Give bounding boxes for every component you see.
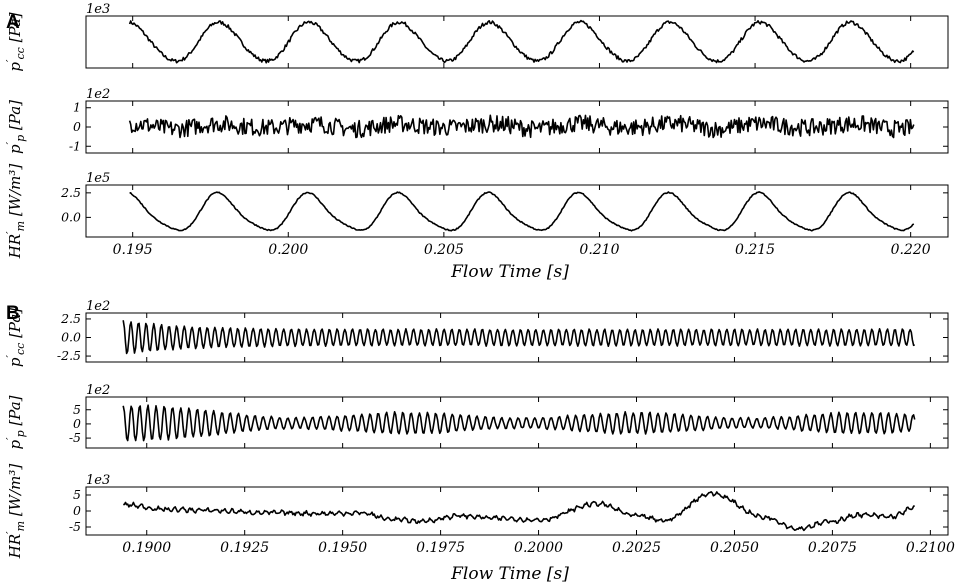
- x-tick-label: 0.210: [579, 242, 619, 258]
- axis-exponent-label: 1e2: [86, 383, 110, 398]
- y-tick-label: -5: [69, 519, 81, 534]
- subplot-4: 2.5 0.0 -2.5 1e2 p′cc [Pa]: [4, 299, 949, 367]
- plot-frame: [85, 15, 949, 69]
- x-tick-label: 0.1975: [416, 540, 465, 556]
- y-tick-label: 0.0: [61, 209, 81, 224]
- y-axis-label: p′cc [Pa]: [4, 12, 27, 71]
- x-tick-label: 0.2075: [808, 540, 857, 556]
- x-tick-label: 0.200: [268, 242, 308, 258]
- axis-exponent-label: 1e2: [86, 87, 110, 102]
- y-tick-label: 1: [73, 100, 81, 115]
- data-series-line: [123, 491, 915, 532]
- y-tick-label: 0: [73, 119, 81, 134]
- y-axis-label: p′p [Pa]: [4, 395, 27, 449]
- plot-frame: [85, 486, 949, 536]
- x-tick-label: 0.2050: [710, 540, 759, 556]
- x-tick-label: 0.215: [735, 242, 775, 258]
- data-series-line: [128, 114, 915, 139]
- x-tick-label: 0.2100: [906, 540, 955, 556]
- x-tick-label: 0.1900: [122, 540, 171, 556]
- panel-label-b: B: [6, 303, 20, 324]
- axis-exponent-label: 1e3: [86, 473, 110, 488]
- x-tick-label: 0.2000: [514, 540, 563, 556]
- subplot-2: 1 0 -1 1e2 p′p [Pa]: [4, 87, 949, 154]
- plot-frame: [85, 312, 949, 363]
- data-series-line: [129, 191, 915, 232]
- data-series-line: [128, 19, 915, 64]
- subplots: 1e3 p′cc [Pa] 1 0 -1 1e2 p′p [Pa] 0.195 0.200 0.2…: [4, 2, 955, 559]
- y-tick-label: -2.5: [57, 348, 81, 363]
- subplot-5: 50-5 1e2 p′p [Pa]: [4, 383, 949, 450]
- y-tick-label: 5: [73, 487, 81, 502]
- x-tick-label: 0.1950: [318, 540, 367, 556]
- y-tick-label: 0.0: [61, 330, 81, 345]
- subplot-1: 1e3 p′cc [Pa]: [4, 2, 949, 72]
- data-series-line: [122, 320, 915, 355]
- x-tick-label: 0.195: [113, 242, 153, 258]
- axis-exponent-label: 1e5: [86, 171, 110, 186]
- panel-label-a: A: [6, 12, 20, 33]
- y-axis-label: HR′m [W/m³]: [4, 464, 27, 560]
- y-axis-label: HR′m [W/m³]: [4, 164, 27, 260]
- y-tick-label: -1: [69, 138, 81, 153]
- y-tick-label: 0: [73, 416, 81, 431]
- y-tick-label: 2.5: [60, 311, 81, 326]
- axis-exponent-label: 1e2: [86, 299, 110, 314]
- subplot-6: 0.1900 0.1925 0.1950 0.1975 0.2000 0.2025 0.20…: [4, 464, 955, 560]
- panel-a-x-axis-label: Flow Time [s]: [450, 262, 569, 282]
- y-axis-label: p′cc [Pa]: [4, 308, 27, 367]
- data-series-line: [122, 404, 916, 442]
- subplot-3: 0.195 0.200 0.205 0.210 0.215 0.220 2.5 0.0 1e5 H…: [4, 164, 949, 260]
- x-tick-label: 0.220: [891, 242, 931, 258]
- x-tick-label: 0.2025: [612, 540, 661, 556]
- panel-b-x-axis-label: Flow Time [s]: [450, 564, 569, 583]
- x-tick-label: 0.1925: [220, 540, 269, 556]
- y-axis-label: p′p [Pa]: [4, 100, 27, 154]
- x-tick-label: 0.205: [424, 242, 464, 258]
- y-tick-label: -5: [69, 430, 81, 445]
- plot-frame: [85, 396, 949, 449]
- plot-frame: [85, 184, 949, 238]
- y-tick-label: 0: [73, 503, 81, 518]
- y-tick-label: 2.5: [60, 185, 81, 200]
- y-tick-label: 5: [73, 402, 81, 417]
- axis-exponent-label: 1e3: [86, 2, 110, 17]
